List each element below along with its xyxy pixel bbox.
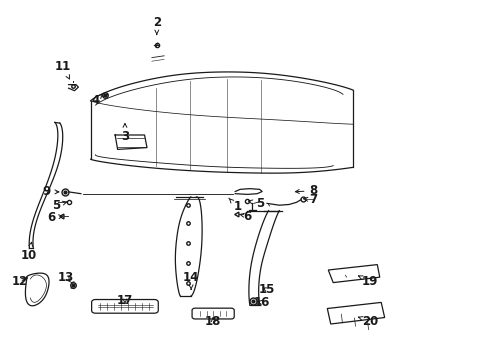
- Text: 12: 12: [11, 275, 28, 288]
- Text: 14: 14: [183, 271, 199, 289]
- Text: 5: 5: [248, 197, 264, 210]
- Text: 7: 7: [304, 193, 318, 206]
- Text: 9: 9: [43, 185, 59, 198]
- Text: 17: 17: [117, 294, 133, 307]
- Text: 5: 5: [52, 199, 67, 212]
- Text: 16: 16: [254, 296, 270, 309]
- Text: 8: 8: [295, 184, 318, 197]
- Text: 15: 15: [259, 283, 275, 296]
- Text: 4: 4: [92, 94, 102, 107]
- Text: 18: 18: [205, 315, 221, 328]
- Text: 11: 11: [54, 60, 71, 79]
- Text: 20: 20: [359, 315, 378, 328]
- Text: 6: 6: [240, 210, 251, 222]
- Text: 13: 13: [58, 271, 74, 284]
- Text: 6: 6: [48, 211, 63, 224]
- Text: 2: 2: [153, 16, 161, 35]
- Text: 1: 1: [229, 198, 242, 213]
- Text: 19: 19: [359, 275, 378, 288]
- Text: 3: 3: [121, 123, 129, 143]
- Text: 10: 10: [20, 242, 37, 262]
